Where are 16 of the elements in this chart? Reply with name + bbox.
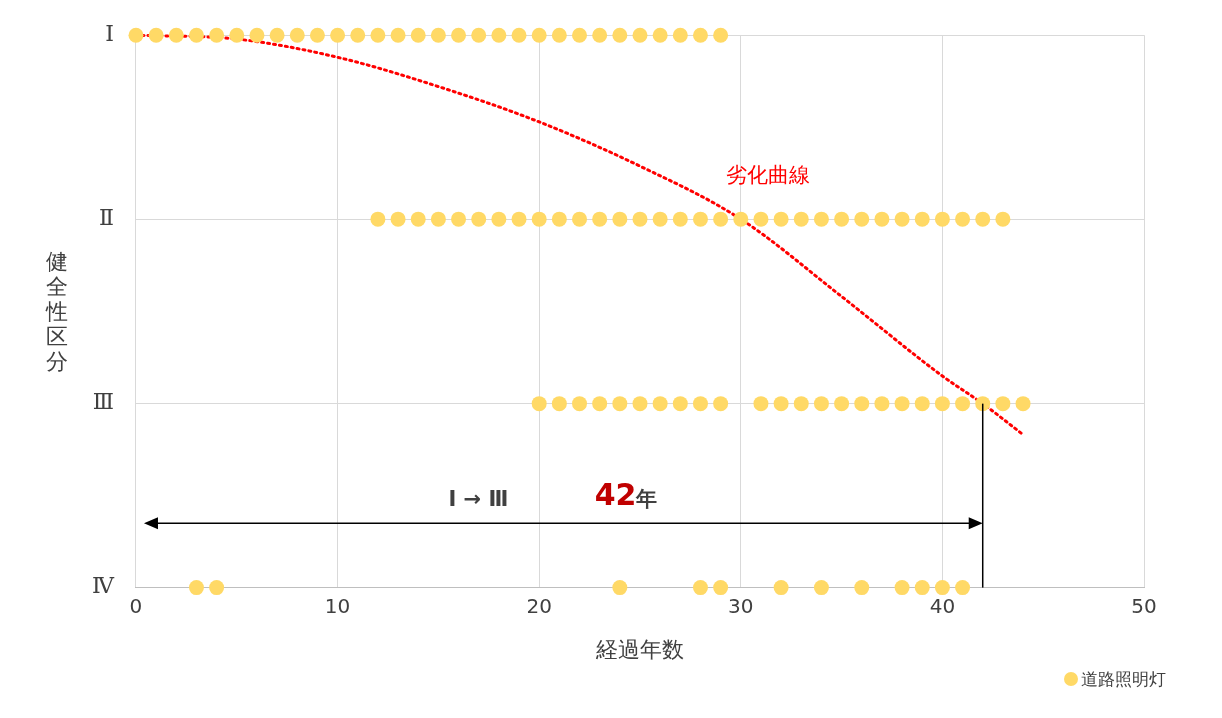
legend-label: 道路照明灯 bbox=[1081, 667, 1166, 691]
x-tick-label: 20 bbox=[526, 593, 552, 618]
annotation: 42年 bbox=[594, 477, 658, 513]
category-label: Ⅲ bbox=[92, 389, 114, 415]
category-label: Ⅰ bbox=[105, 20, 114, 46]
x-tick-label: 40 bbox=[929, 593, 956, 618]
annotation: 劣化曲線 bbox=[725, 162, 810, 187]
y-axis-title: 健全性区分 bbox=[44, 248, 69, 374]
x-tick-label: 50 bbox=[1131, 593, 1157, 618]
x-tick-label: 0 bbox=[129, 593, 143, 618]
annotation: Ⅰ → Ⅲ bbox=[448, 486, 509, 511]
x-tick-label: 30 bbox=[728, 593, 754, 618]
x-tick-label: 10 bbox=[324, 593, 351, 618]
x-axis-title: 経過年数 bbox=[594, 636, 684, 662]
category-label: Ⅳ bbox=[91, 573, 114, 599]
category-label: Ⅱ bbox=[99, 205, 114, 231]
